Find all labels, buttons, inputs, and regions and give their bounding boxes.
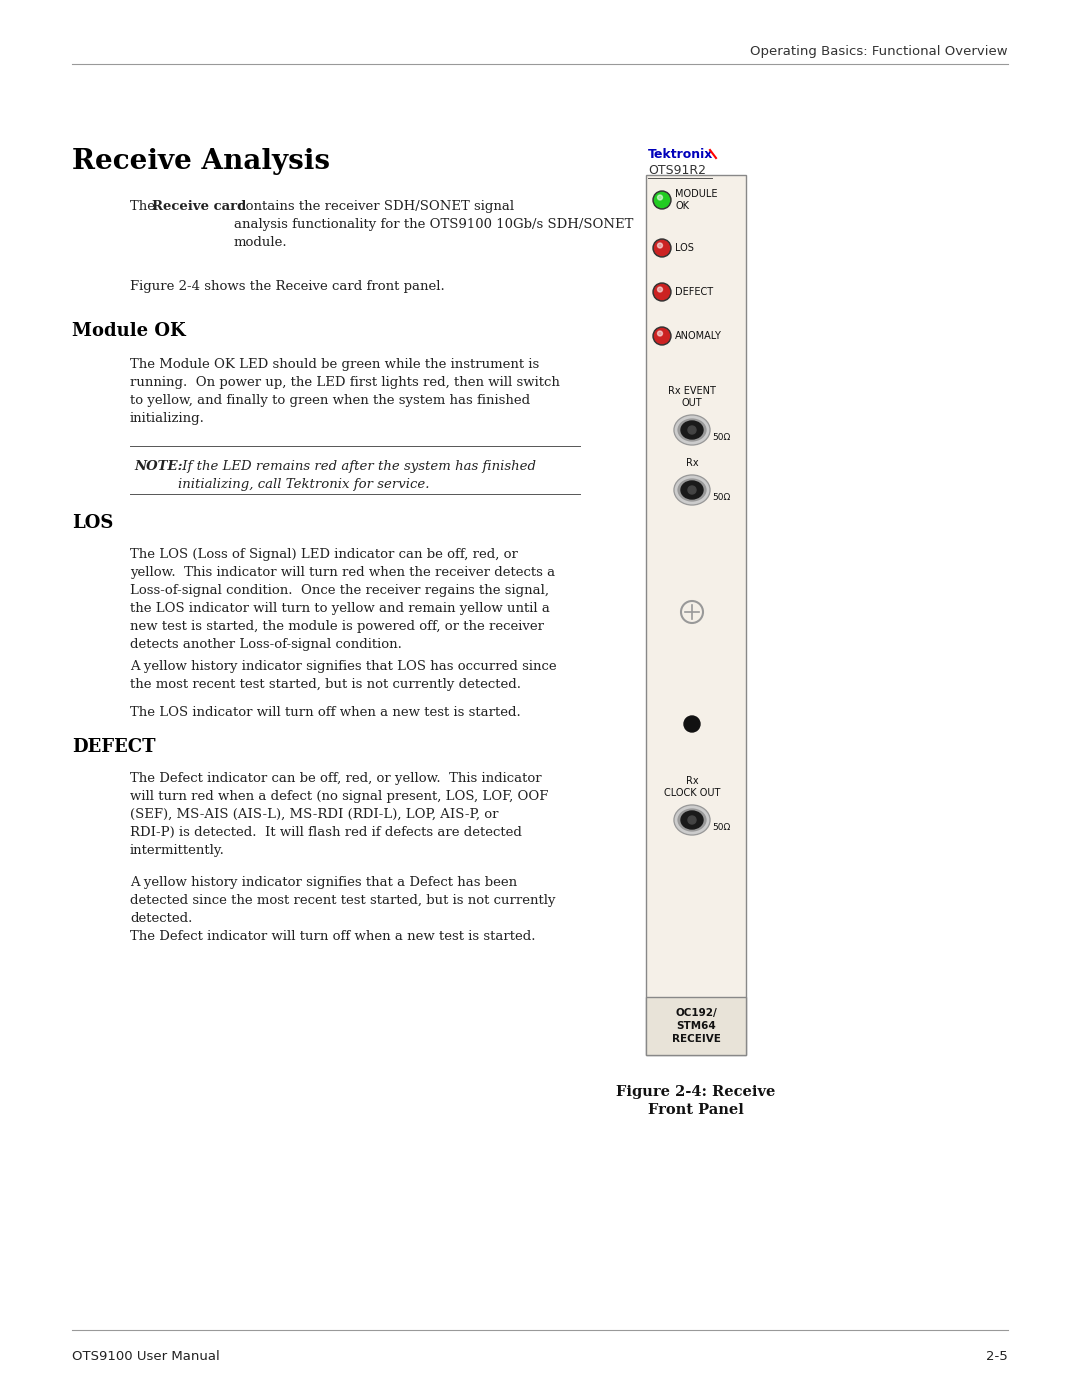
Text: 50Ω: 50Ω [712,823,730,833]
Text: DEFECT: DEFECT [675,286,713,298]
Ellipse shape [681,481,703,499]
Text: The Module OK LED should be green while the instrument is
running.  On power up,: The Module OK LED should be green while … [130,358,559,425]
Circle shape [654,193,670,208]
Text: The Defect indicator can be off, red, or yellow.  This indicator
will turn red w: The Defect indicator can be off, red, or… [130,773,549,856]
Circle shape [658,331,662,337]
Text: Module OK: Module OK [72,321,186,339]
Circle shape [658,243,662,249]
Circle shape [653,284,671,300]
Text: A yellow history indicator signifies that a Defect has been
detected since the m: A yellow history indicator signifies tha… [130,876,555,925]
Circle shape [684,717,700,732]
Circle shape [658,286,662,292]
Text: Rx
CLOCK OUT: Rx CLOCK OUT [664,777,720,798]
Text: 2-5: 2-5 [986,1350,1008,1363]
Text: LOS: LOS [675,243,693,253]
Circle shape [688,816,696,824]
Ellipse shape [674,475,710,504]
Text: The LOS (Loss of Signal) LED indicator can be off, red, or
yellow.  This indicat: The LOS (Loss of Signal) LED indicator c… [130,548,555,651]
Text: The: The [130,200,159,212]
Text: Front Panel: Front Panel [648,1104,744,1118]
Ellipse shape [674,415,710,446]
Text: LOS: LOS [72,514,113,532]
Ellipse shape [681,420,703,439]
Text: ANOMALY: ANOMALY [675,331,721,341]
Text: NOTE:: NOTE: [134,460,183,474]
Ellipse shape [681,812,703,828]
Text: DEFECT: DEFECT [72,738,156,756]
Text: If the LED remains red after the system has finished
initializing, call Tektroni: If the LED remains red after the system … [178,460,536,490]
Text: Rx EVENT
OUT: Rx EVENT OUT [669,387,716,408]
Text: 50Ω: 50Ω [712,433,730,443]
Text: Operating Basics: Functional Overview: Operating Basics: Functional Overview [751,46,1008,59]
Text: Figure 2-4 shows the Receive card front panel.: Figure 2-4 shows the Receive card front … [130,279,445,293]
Text: OTS9100 User Manual: OTS9100 User Manual [72,1350,219,1363]
Text: Tektronix: Tektronix [648,148,714,161]
Text: OC192/
STM64
RECEIVE: OC192/ STM64 RECEIVE [672,1007,720,1044]
Text: Rx: Rx [686,458,699,468]
Circle shape [654,240,670,256]
Text: The LOS indicator will turn off when a new test is started.: The LOS indicator will turn off when a n… [130,705,521,719]
Circle shape [654,328,670,344]
Text: MODULE
OK: MODULE OK [675,189,717,211]
Text: 50Ω: 50Ω [712,493,730,503]
FancyBboxPatch shape [646,175,746,1055]
Text: Figure 2-4: Receive: Figure 2-4: Receive [617,1085,775,1099]
Text: The Defect indicator will turn off when a new test is started.: The Defect indicator will turn off when … [130,930,536,943]
Circle shape [688,426,696,434]
Circle shape [653,327,671,345]
Circle shape [653,239,671,257]
Circle shape [688,486,696,495]
Circle shape [658,196,662,200]
Text: A yellow history indicator signifies that LOS has occurred since
the most recent: A yellow history indicator signifies tha… [130,659,556,692]
Text: OTS91R2: OTS91R2 [648,163,706,177]
Circle shape [653,191,671,210]
Text: Receive Analysis: Receive Analysis [72,148,330,175]
Text: contains the receiver SDH/SONET signal
analysis functionality for the OTS9100 10: contains the receiver SDH/SONET signal a… [234,200,633,249]
Text: Receive card: Receive card [152,200,246,212]
Circle shape [654,285,670,299]
Ellipse shape [674,805,710,835]
FancyBboxPatch shape [646,997,746,1055]
